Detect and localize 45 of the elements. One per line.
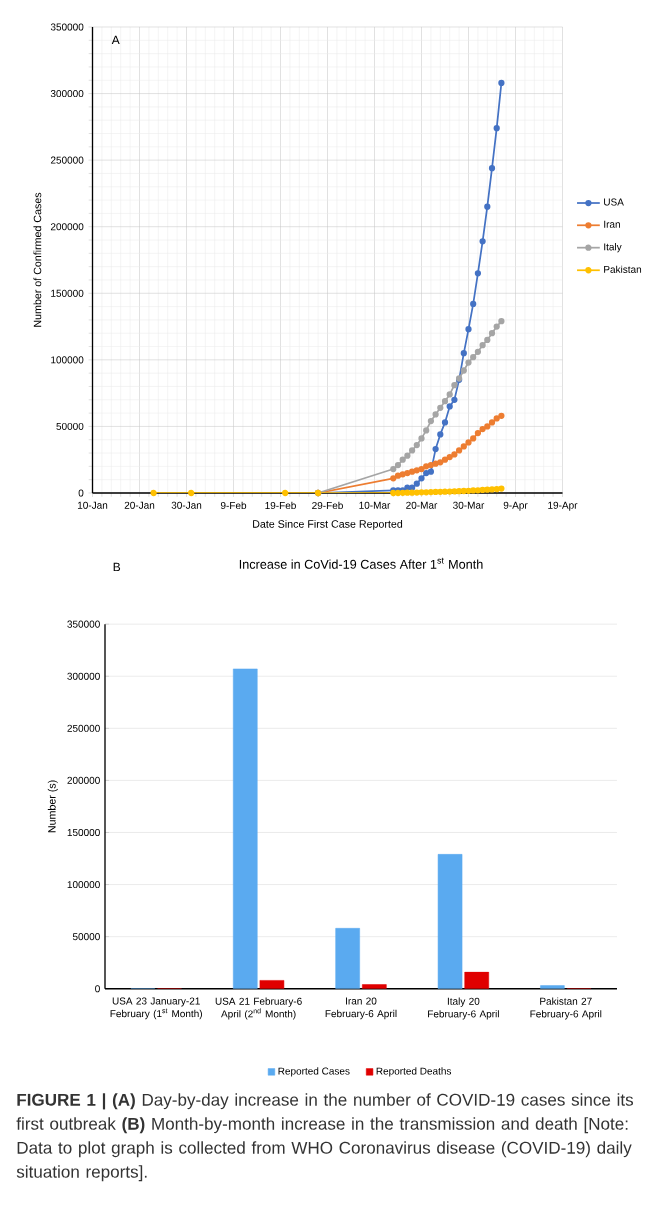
legend-label: Italy — [604, 243, 622, 253]
x-tick-label: Iran 20 February-6 April — [325, 997, 397, 1020]
y-tick-label: 200000 — [50, 223, 84, 231]
y-tick-label: 150000 — [67, 828, 100, 837]
x-tick-label: 9-Apr — [503, 501, 528, 511]
legend-label: Iran — [604, 220, 620, 228]
x-tick-label: Italy 20 February-6 April — [428, 997, 499, 1020]
y-tick-label: 50000 — [72, 933, 100, 941]
x-tick-label: 20-Mar — [406, 501, 438, 509]
x-tick-label: USA 23 January-21 February (1$^{st}$ Month) — [110, 997, 202, 1020]
x-tick-label: 30-Mar — [453, 501, 485, 509]
text: B — [113, 562, 121, 572]
y-tick-label: 50000 — [56, 422, 84, 430]
x-tick-label: USA 21 February-6 April (2$^{nd}$ Month) — [215, 997, 302, 1020]
y-tick-label: 0 — [78, 489, 84, 497]
annotation: A — [111, 35, 120, 45]
y-axis-title: Number of Confirmed Cases — [33, 192, 42, 327]
y-tick-label: 250000 — [67, 724, 100, 732]
y-tick-label: 100000 — [67, 881, 100, 889]
y-tick-label: 350000 — [50, 23, 84, 31]
x-tick-label: 9-Feb — [220, 501, 247, 510]
y-tick-label: 300000 — [50, 90, 84, 98]
x-tick-label: 10-Jan — [77, 501, 108, 509]
legend-label: Reported Deaths — [376, 1067, 452, 1077]
x-axis-title: Date Since First Case Reported — [253, 519, 403, 530]
x-tick-label: Pakistan 27 February-6 April — [530, 997, 602, 1020]
y-tick-label: 0 — [95, 985, 100, 993]
y-tick-label: 150000 — [51, 289, 84, 297]
legend-label: Reported Cases — [278, 1067, 350, 1077]
x-tick-label: 20-Jan — [124, 501, 155, 509]
x-tick-label: 19-Apr — [548, 501, 578, 511]
x-tick-label: 29-Feb — [312, 501, 343, 510]
text: FIGURE 1 | (A) Day-by-day increase in the number of COVID-19 cases since its first outbreak (B) Month-by-month increase in the transmission and death [Note: Data to plot graph is collected from WHO Coronavirus disease (COVID-19) daily situation reports]. — [16, 1093, 634, 1182]
x-tick-label: 19-Feb — [265, 501, 296, 510]
y-tick-label: 200000 — [67, 776, 100, 784]
x-tick-label: 30-Jan — [171, 501, 202, 509]
x-tick-label: 10-Mar — [359, 501, 391, 509]
y-tick-label: 350000 — [67, 620, 100, 628]
legend-label: Pakistan — [604, 265, 642, 273]
y-tick-label: 100000 — [51, 356, 84, 364]
y-axis-title: Number (s) — [47, 780, 58, 833]
legend-label: USA — [604, 198, 624, 206]
chart-title: Increase in CoVid-19 Cases After 1$^{st}$ Month — [239, 557, 483, 569]
y-tick-label: 300000 — [67, 672, 100, 680]
y-tick-label: 250000 — [50, 156, 84, 164]
